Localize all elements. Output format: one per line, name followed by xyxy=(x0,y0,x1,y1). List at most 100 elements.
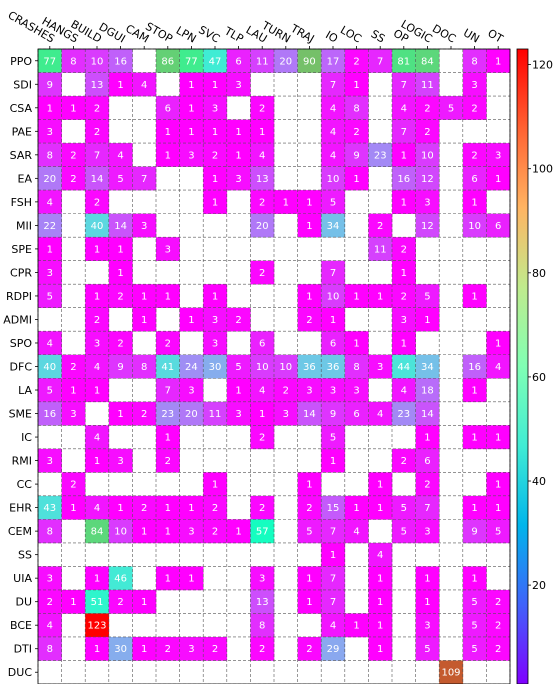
cell-value-label: 1 xyxy=(353,174,359,185)
heatmap-cell xyxy=(250,190,275,214)
cell-value-label: 1 xyxy=(424,433,430,444)
heatmap-cell xyxy=(321,213,346,238)
cell-value-label: 2 xyxy=(259,433,265,444)
heatmap-cell xyxy=(179,495,204,520)
heatmap-cell xyxy=(368,589,393,614)
heatmap-cell xyxy=(61,49,86,73)
heatmap-cell xyxy=(179,143,204,167)
heatmap-cell xyxy=(179,354,204,379)
heatmap-cell xyxy=(250,119,275,144)
heatmap-cell xyxy=(250,566,275,591)
heatmap-cell xyxy=(108,166,133,191)
heatmap-cell xyxy=(85,190,110,214)
heatmap-cell xyxy=(415,49,440,73)
cell-value-label: 12 xyxy=(421,221,434,232)
heatmap-cell xyxy=(321,566,346,591)
cell-value-label: 1 xyxy=(94,244,100,255)
heatmap-cell xyxy=(392,307,416,332)
cell-value-label: 6 xyxy=(495,221,501,232)
colorbar-tick-label: 60 xyxy=(532,371,546,384)
heatmap-cell xyxy=(344,143,369,167)
heatmap-cell xyxy=(156,425,180,450)
cell-value-label: 1 xyxy=(495,56,501,67)
cell-value-label: 1 xyxy=(165,433,171,444)
heatmap-cell xyxy=(38,96,62,120)
heatmap-cell xyxy=(415,472,440,497)
heatmap-cell xyxy=(344,354,369,379)
cell-value-label: 5 xyxy=(495,527,501,538)
cell-value-label: 2 xyxy=(94,127,100,138)
cell-value-label: 7 xyxy=(94,150,100,161)
cell-value-label: 2 xyxy=(495,644,501,655)
heatmap-cell xyxy=(486,495,511,520)
x-tick-label: STOP xyxy=(143,20,175,46)
heatmap-cell xyxy=(462,519,487,544)
heatmap-cell xyxy=(250,96,275,120)
heatmap-cell xyxy=(462,143,487,167)
heatmap-cell xyxy=(85,72,110,97)
heatmap-cell xyxy=(61,96,86,120)
heatmap-cell xyxy=(344,96,369,120)
cell-value-label: 1 xyxy=(377,597,383,608)
y-tick-label: EHR xyxy=(9,502,32,515)
colorbar-gradient xyxy=(516,48,529,684)
y-tick-label: MII xyxy=(16,219,32,232)
heatmap-cell xyxy=(61,495,86,520)
cell-value-label: 41 xyxy=(161,362,174,373)
heatmap-cell xyxy=(250,143,275,167)
cell-value-label: 23 xyxy=(397,409,410,420)
y-tick-label: CSA xyxy=(10,102,33,115)
heatmap-cell xyxy=(156,331,180,356)
cell-value-label: 10 xyxy=(327,291,340,302)
heatmap-cell xyxy=(415,307,440,332)
cell-value-label: 2 xyxy=(377,221,383,232)
cell-value-label: 1 xyxy=(283,197,289,208)
heatmap-cell xyxy=(61,589,86,614)
cell-value-label: 40 xyxy=(91,221,104,232)
cell-value-label: 6 xyxy=(424,456,430,467)
heatmap-cell xyxy=(392,260,416,285)
heatmap-cell xyxy=(156,378,180,403)
heatmap-cell xyxy=(486,519,511,544)
cell-value-label: 7 xyxy=(330,268,336,279)
heatmap-cell xyxy=(462,636,487,661)
heatmap-cell xyxy=(486,354,511,379)
heatmap-cell xyxy=(392,72,416,97)
cell-value-label: 36 xyxy=(303,362,316,373)
cell-value-label: 1 xyxy=(306,597,312,608)
heatmap-cell xyxy=(321,119,346,144)
cell-value-label: 22 xyxy=(43,221,56,232)
heatmap-cell xyxy=(38,284,62,309)
heatmap-cell xyxy=(462,589,487,614)
cell-value-label: 1 xyxy=(141,291,147,302)
heatmap-cell xyxy=(274,190,298,214)
x-tick-label: LOC xyxy=(338,23,364,45)
cell-value-label: 2 xyxy=(94,103,100,114)
heatmap-cell xyxy=(462,166,487,191)
cell-value-label: 1 xyxy=(94,291,100,302)
heatmap-cell xyxy=(156,119,180,144)
heatmap-cell xyxy=(85,566,110,591)
cell-value-label: 3 xyxy=(188,150,194,161)
heatmap-cell xyxy=(415,566,440,591)
cell-value-label: 2 xyxy=(495,621,501,632)
heatmap-cell xyxy=(297,190,322,214)
cell-value-label: 1 xyxy=(70,386,76,397)
heatmap-cell xyxy=(321,542,346,567)
heatmap-cell xyxy=(321,589,346,614)
cell-value-label: 29 xyxy=(327,644,340,655)
cell-value-label: 3 xyxy=(141,221,147,232)
cell-value-label: 5 xyxy=(117,174,123,185)
cell-value-label: 3 xyxy=(117,456,123,467)
cell-value-label: 1 xyxy=(401,338,407,349)
heatmap-cell xyxy=(462,49,487,73)
heatmap-cell xyxy=(203,472,228,497)
cell-value-label: 17 xyxy=(327,56,340,67)
cell-value-label: 2 xyxy=(259,644,265,655)
heatmap-cell xyxy=(297,213,322,238)
x-tick-label: LPN xyxy=(174,24,199,46)
cell-value-label: 47 xyxy=(209,56,222,67)
heatmap-cell xyxy=(132,519,157,544)
cell-value-label: 3 xyxy=(188,644,194,655)
cell-value-label: 14 xyxy=(303,409,316,420)
